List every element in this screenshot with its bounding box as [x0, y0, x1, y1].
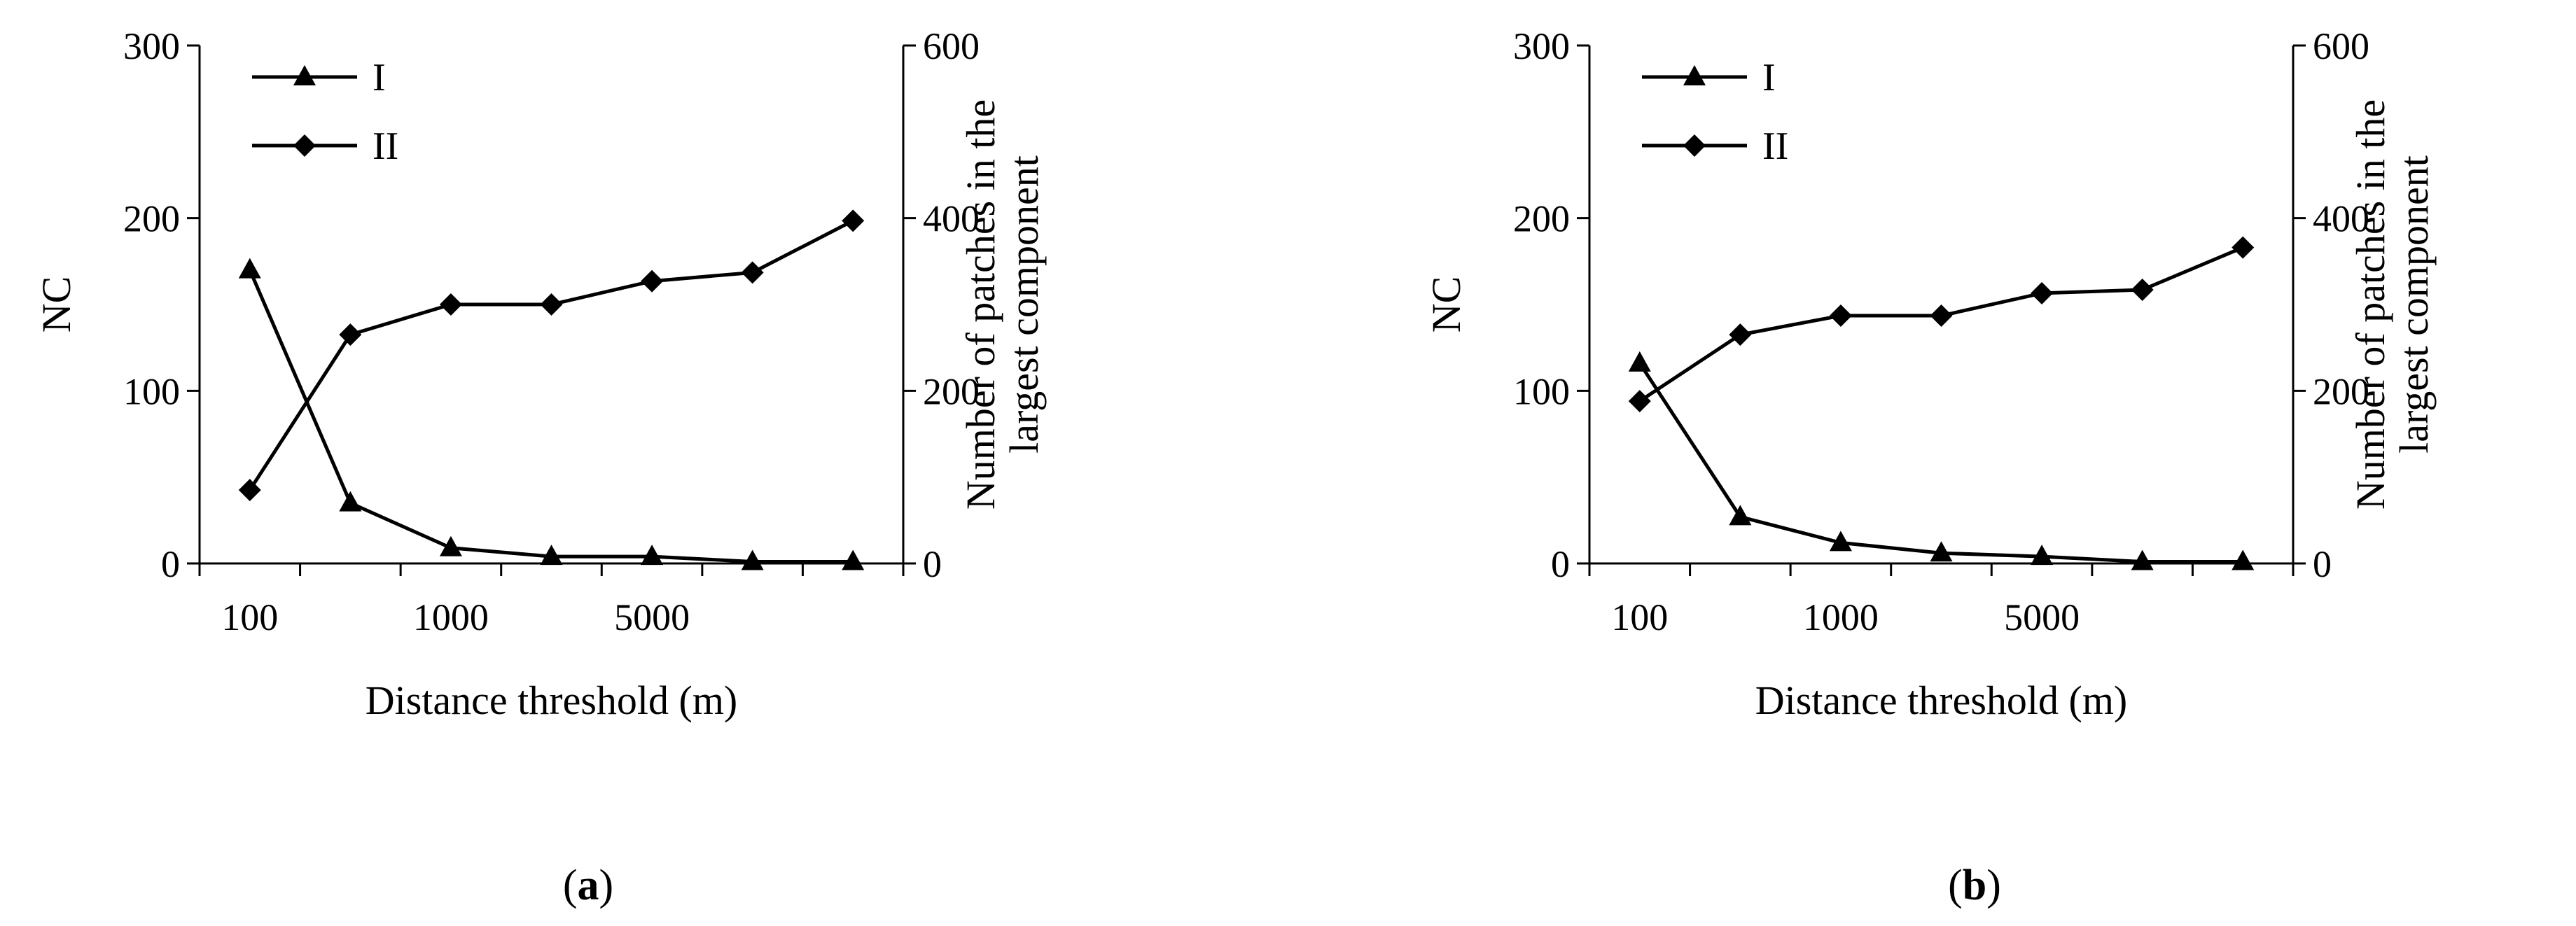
series-line-II	[248, 219, 854, 491]
data-point-I	[238, 258, 261, 279]
left-tick-label: 200	[123, 198, 180, 240]
panel-label-paren-close: )	[599, 862, 614, 909]
data-point-II	[238, 479, 261, 502]
left-tick-label: 300	[1513, 25, 1570, 67]
panel-label: (b)	[1948, 862, 2001, 909]
data-point-I	[439, 535, 462, 556]
right-axis-title: Number of patches in thelargest componen…	[958, 99, 1047, 510]
left-axis-title: NC	[1423, 276, 1469, 333]
data-point-II	[1628, 390, 1651, 413]
x-tick-label: 100	[221, 596, 278, 638]
right-tick-label: 200	[2313, 370, 2369, 412]
data-point-I	[1930, 541, 1953, 562]
right-axis-title: Number of patches in thelargest componen…	[2348, 99, 2437, 510]
x-tick-label: 1000	[413, 596, 489, 638]
right-axis-title-line: largest component	[2391, 155, 2437, 454]
left-tick-label: 100	[1513, 370, 1570, 412]
x-tick-label: 1000	[1803, 596, 1879, 638]
left-tick-label: 0	[161, 543, 180, 585]
left-axis-title: NC	[34, 276, 79, 333]
data-point-II	[842, 209, 865, 232]
data-point-II	[1729, 323, 1752, 346]
data-point-II	[1829, 304, 1852, 328]
data-point-I	[842, 549, 865, 570]
right-tick-label: 200	[923, 370, 980, 412]
left-tick-label: 300	[123, 25, 180, 67]
x-tick-label: 5000	[2004, 596, 2080, 638]
data-point-I	[641, 545, 664, 566]
data-point-II	[1930, 304, 1953, 328]
x-tick-label: 100	[1611, 596, 1668, 638]
right-tick-label: 600	[2313, 25, 2369, 67]
series-line-I	[1638, 362, 2243, 564]
legend-label-II: II	[373, 125, 398, 168]
right-axis-title-line: Number of patches in the	[958, 99, 1003, 510]
x-tick-label: 5000	[614, 596, 690, 638]
data-point-II	[2232, 236, 2255, 259]
data-point-I	[2031, 545, 2054, 566]
panel-label: (a)	[563, 862, 613, 909]
data-point-I	[1628, 351, 1651, 372]
right-tick-label: 600	[923, 25, 980, 67]
legend-label-I: I	[373, 56, 386, 99]
legend-marker-I	[293, 65, 316, 85]
legend-label-II: II	[1762, 125, 1788, 168]
panel-label-paren-open: (	[563, 862, 578, 909]
panel-label-paren-open: (	[1948, 862, 1963, 909]
legend-label-I: I	[1762, 56, 1776, 99]
chart-panel-b: 0 100 200 300 0 200 400 600 100 1000 5000 Distance …	[1423, 25, 2437, 909]
legend-marker-II	[1683, 134, 1706, 157]
data-point-I	[339, 491, 362, 512]
data-point-II	[540, 293, 563, 316]
right-axis-title-line: Number of patches in the	[2348, 99, 2393, 510]
data-point-II	[641, 269, 664, 293]
left-tick-label: 0	[1551, 543, 1570, 585]
right-tick-label: 400	[923, 198, 980, 240]
data-point-I	[540, 545, 563, 566]
data-point-II	[2031, 281, 2054, 304]
panel-label-paren-close: )	[1986, 862, 2001, 909]
panel-label-letter: b	[1963, 862, 1986, 909]
data-point-II	[439, 293, 462, 316]
data-point-I	[2232, 549, 2255, 570]
data-point-II	[2131, 279, 2154, 302]
right-axis-title-line: largest component	[1001, 155, 1047, 454]
data-point-II	[741, 261, 764, 284]
data-point-I	[2131, 549, 2154, 570]
data-point-I	[1829, 531, 1852, 552]
panel-label-letter: a	[578, 862, 599, 909]
right-tick-label: 400	[2313, 198, 2369, 240]
left-tick-label: 200	[1513, 198, 1570, 240]
data-point-I	[741, 549, 764, 570]
legend-marker-II	[293, 134, 316, 157]
data-point-I	[1729, 505, 1752, 526]
right-tick-label: 0	[923, 543, 942, 585]
left-tick-label: 100	[123, 370, 180, 412]
right-tick-label: 0	[2313, 543, 2332, 585]
data-point-II	[339, 323, 362, 346]
chart-panel-a: 0 100 200 300 0 200 400 600 100 1000 5000 Distance …	[34, 25, 1047, 909]
legend-marker-I	[1683, 65, 1706, 85]
x-axis-title: Distance threshold (m)	[365, 678, 738, 723]
x-axis-title: Distance threshold (m)	[1755, 678, 2128, 723]
